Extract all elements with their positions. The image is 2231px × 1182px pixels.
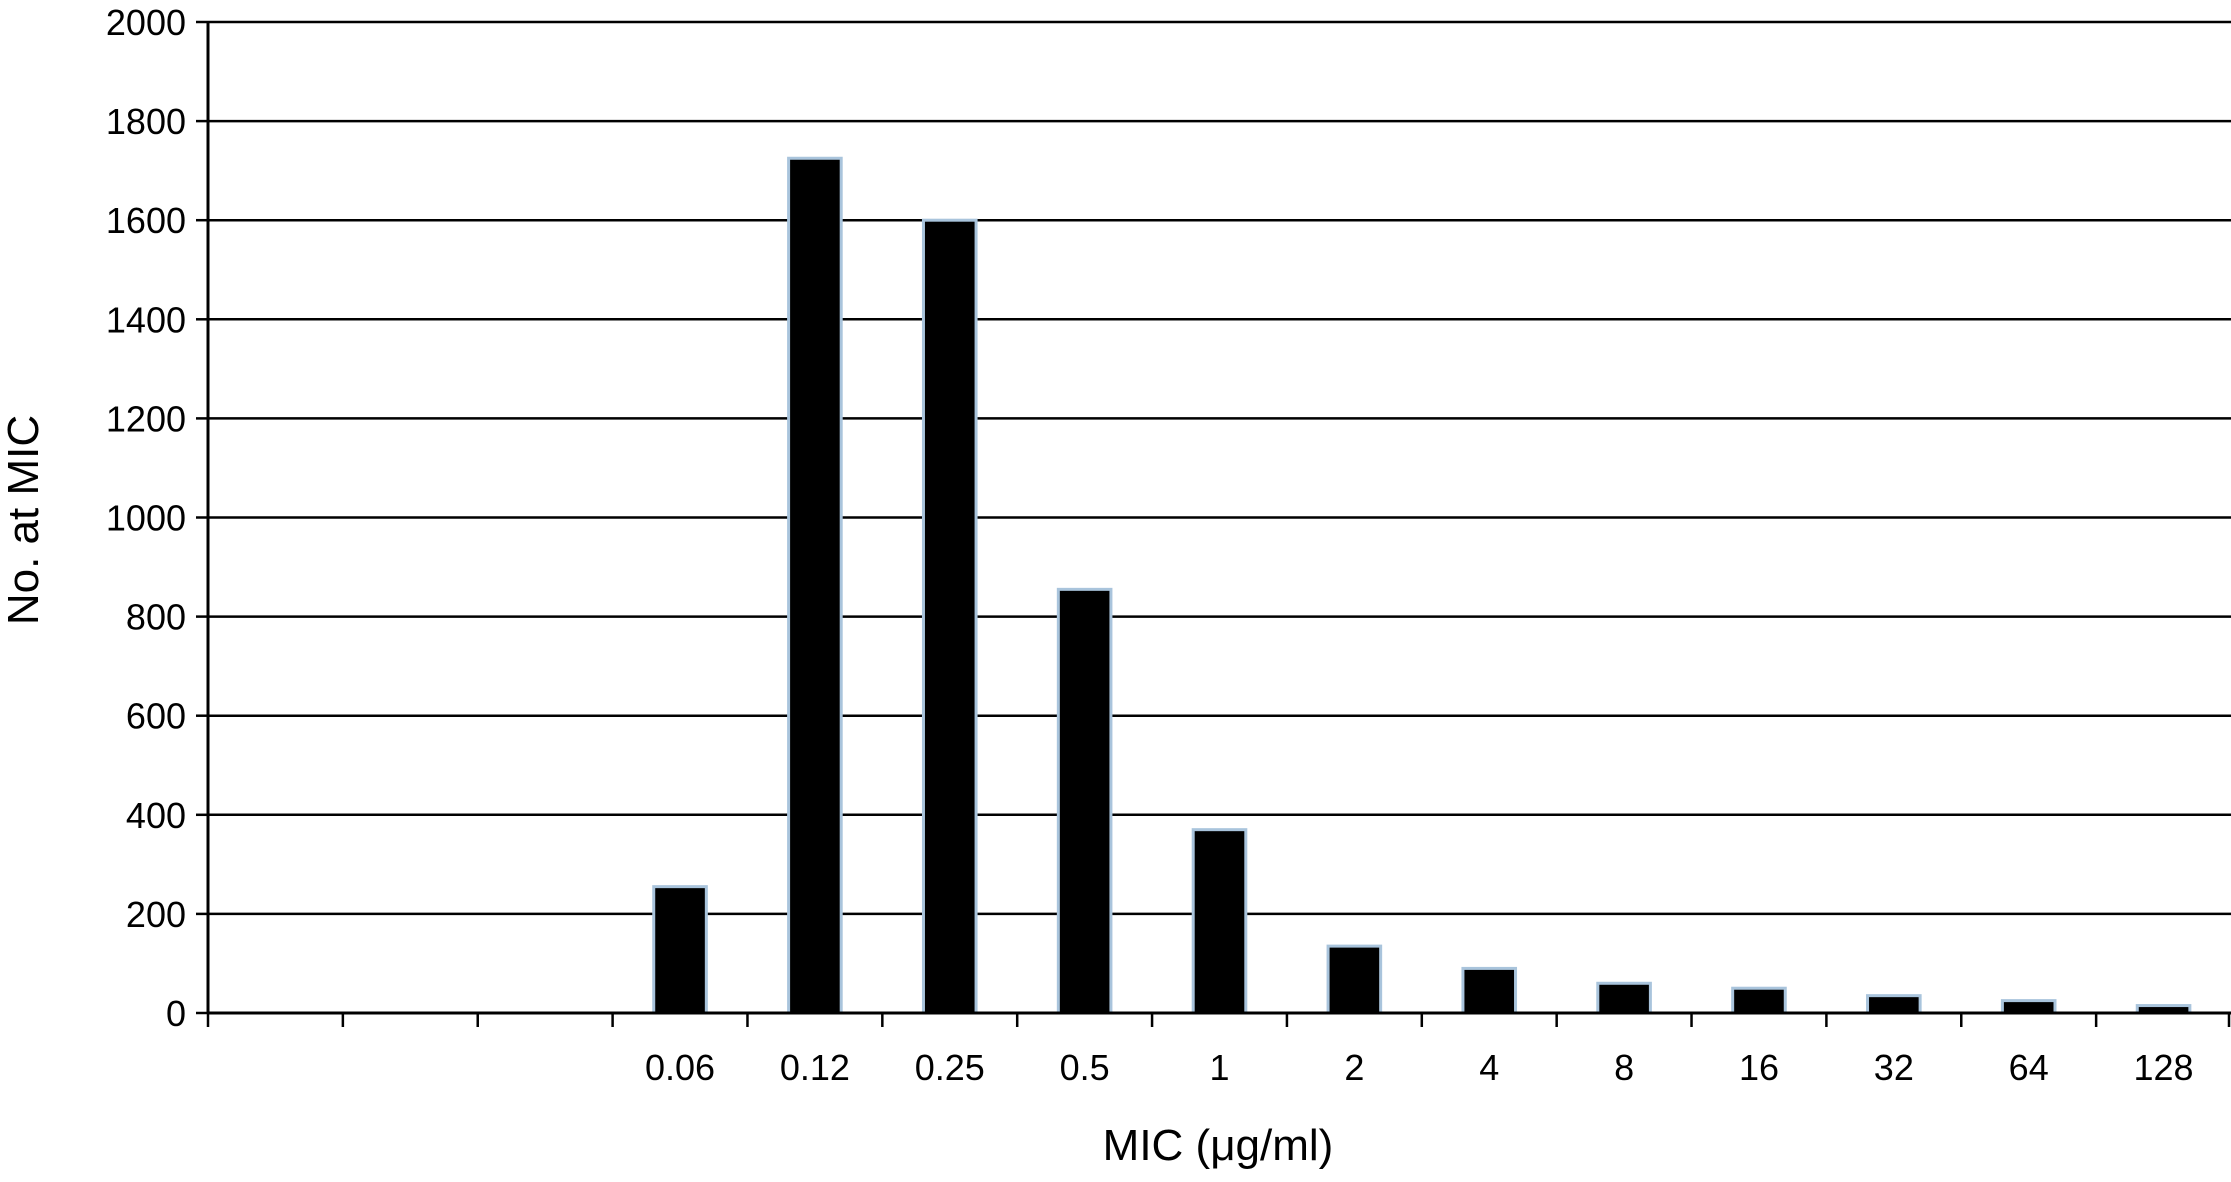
x-tick-label: 2 [1344, 1047, 1364, 1088]
x-tick-label: 1 [1209, 1047, 1229, 1088]
bar-0.12 [787, 156, 843, 1015]
y-tick-label: 0 [166, 993, 186, 1034]
x-tick-label: 128 [2134, 1047, 2194, 1088]
bar-8 [1596, 981, 1652, 1015]
y-tick-label: 1600 [106, 200, 186, 241]
y-tick-label: 200 [126, 894, 186, 935]
bar-4 [1461, 966, 1518, 1015]
x-axis-title: MIC (μg/ml) [1103, 1121, 1334, 1170]
y-tick-labels: 0 200 400 600 800 1000 1200 1400 1600 1800 2000 [106, 2, 186, 1034]
x-tick-label: 64 [2009, 1047, 2049, 1088]
y-tick-label: 2000 [106, 2, 186, 43]
x-tick-label: 16 [1739, 1047, 1779, 1088]
x-tick-label: 0.06 [645, 1047, 715, 1088]
axes [196, 20, 2231, 1027]
y-tick-label: 1400 [106, 299, 186, 340]
bar-16 [1731, 986, 1787, 1015]
y-tick-label: 600 [126, 696, 186, 737]
x-tick-label: 32 [1874, 1047, 1914, 1088]
x-tick-label: 0.5 [1060, 1047, 1110, 1088]
bar-1 [1191, 828, 1248, 1015]
y-axis-title: No. at MIC [0, 415, 48, 625]
y-tick-label: 1800 [106, 101, 186, 142]
bar-0.5 [1056, 587, 1113, 1015]
y-tick-label: 1200 [106, 398, 186, 439]
y-tick-label: 800 [126, 597, 186, 638]
x-tick-label: 0.25 [915, 1047, 985, 1088]
y-tick-label: 1000 [106, 498, 186, 539]
y-tick-label: 400 [126, 795, 186, 836]
gridlines [208, 20, 2231, 916]
bar-2 [1326, 944, 1383, 1015]
bar-0.06 [652, 885, 708, 1015]
x-tick-labels: 0.06 0.12 0.25 0.5 1 2 4 8 16 32 64 128 [645, 1047, 2194, 1088]
bars [652, 156, 2192, 1015]
x-tick-label: 8 [1614, 1047, 1634, 1088]
x-tick-label: 4 [1479, 1047, 1499, 1088]
x-tick-label: 0.12 [780, 1047, 850, 1088]
bar-64 [2000, 999, 2057, 1015]
bar-0.25 [921, 218, 978, 1015]
bar-32 [1866, 994, 1922, 1015]
